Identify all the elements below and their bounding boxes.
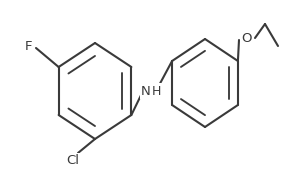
Text: F: F <box>24 39 32 52</box>
Text: O: O <box>242 31 252 44</box>
Text: Cl: Cl <box>67 155 79 168</box>
Text: N: N <box>141 84 151 97</box>
Text: H: H <box>152 84 161 97</box>
